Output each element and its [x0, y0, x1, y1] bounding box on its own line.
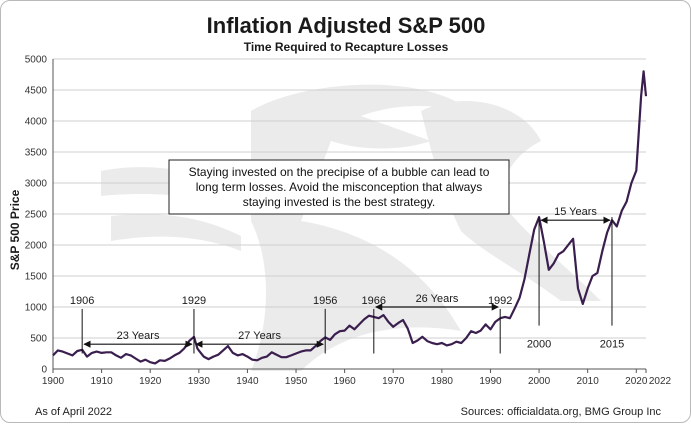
footer-as-of: As of April 2022 — [35, 406, 112, 418]
y-tick-label: 500 — [30, 334, 47, 345]
footer-sources: Sources: officialdata.org, BMG Group Inc — [461, 406, 662, 418]
y-axis-label: S&P 500 Price — [8, 189, 22, 270]
span-label: 26 Years — [416, 293, 459, 305]
y-tick-label: 1500 — [25, 272, 48, 283]
x-tick-label: 1960 — [334, 376, 357, 387]
y-tick-label: 1000 — [25, 303, 48, 314]
year-marker-label: 2015 — [600, 338, 624, 350]
x-axis-ticks: 1900 1910 1920 1930 1940 1950 1960 1970 1980 1990… — [42, 369, 672, 387]
y-tick-label: 2000 — [25, 241, 48, 252]
y-tick-label: 0 — [41, 365, 47, 376]
year-marker-label: 1966 — [362, 295, 386, 307]
series-line-0 — [52, 70, 648, 365]
series-layer — [52, 70, 648, 365]
y-axis-ticks: 0 500 1000 1500 2000 2500 3000 3500 4000 4500 5000 — [25, 55, 48, 376]
x-tick-label: 2022 — [649, 376, 672, 387]
x-tick-label: 1910 — [90, 376, 113, 387]
span-label: 23 Years — [117, 330, 160, 342]
x-tick-label: 1950 — [285, 376, 308, 387]
note-line-1: Staying invested on the precipise of a b… — [189, 165, 490, 179]
y-tick-label: 5000 — [25, 55, 48, 66]
x-tick-label: 2010 — [577, 376, 600, 387]
year-marker-label: 2000 — [527, 338, 551, 350]
x-tick-label: 2020 — [625, 376, 648, 387]
x-tick-label: 1900 — [42, 376, 65, 387]
y-tick-label: 3500 — [25, 148, 48, 159]
x-tick-label: 2000 — [528, 376, 551, 387]
note-line-3: staying invested is the best strategy. — [243, 195, 436, 209]
year-marker-label: 1906 — [70, 295, 94, 307]
note-line-2: long term losses. Avoid the misconceptio… — [196, 180, 483, 194]
y-tick-label: 4000 — [25, 117, 48, 128]
year-marker-label: 1992 — [488, 295, 512, 307]
x-tick-label: 1920 — [139, 376, 162, 387]
y-tick-label: 4500 — [25, 86, 48, 97]
year-marker-label: 1956 — [313, 295, 337, 307]
x-tick-label: 1970 — [382, 376, 405, 387]
x-tick-label: 1940 — [236, 376, 259, 387]
x-tick-label: 1980 — [431, 376, 454, 387]
grid-lines — [52, 58, 646, 370]
y-tick-label: 2500 — [25, 210, 48, 221]
annotation-layer: 1906 1929 1956 1966 1992 2000 2015 23 Years 27 Y… — [70, 206, 624, 354]
y-tick-label: 3000 — [25, 179, 48, 190]
x-tick-label: 1990 — [479, 376, 502, 387]
year-marker-label: 1929 — [182, 295, 206, 307]
span-label: 15 Years — [554, 206, 597, 218]
x-tick-label: 1930 — [188, 376, 211, 387]
note-box: Staying invested on the precipise of a b… — [168, 159, 510, 215]
chart-title: Inflation Adjusted S&P 500 — [207, 13, 486, 38]
span-label: 27 Years — [238, 330, 281, 342]
chart-subtitle: Time Required to Recapture Losses — [244, 40, 449, 54]
note-box-border — [168, 159, 510, 215]
